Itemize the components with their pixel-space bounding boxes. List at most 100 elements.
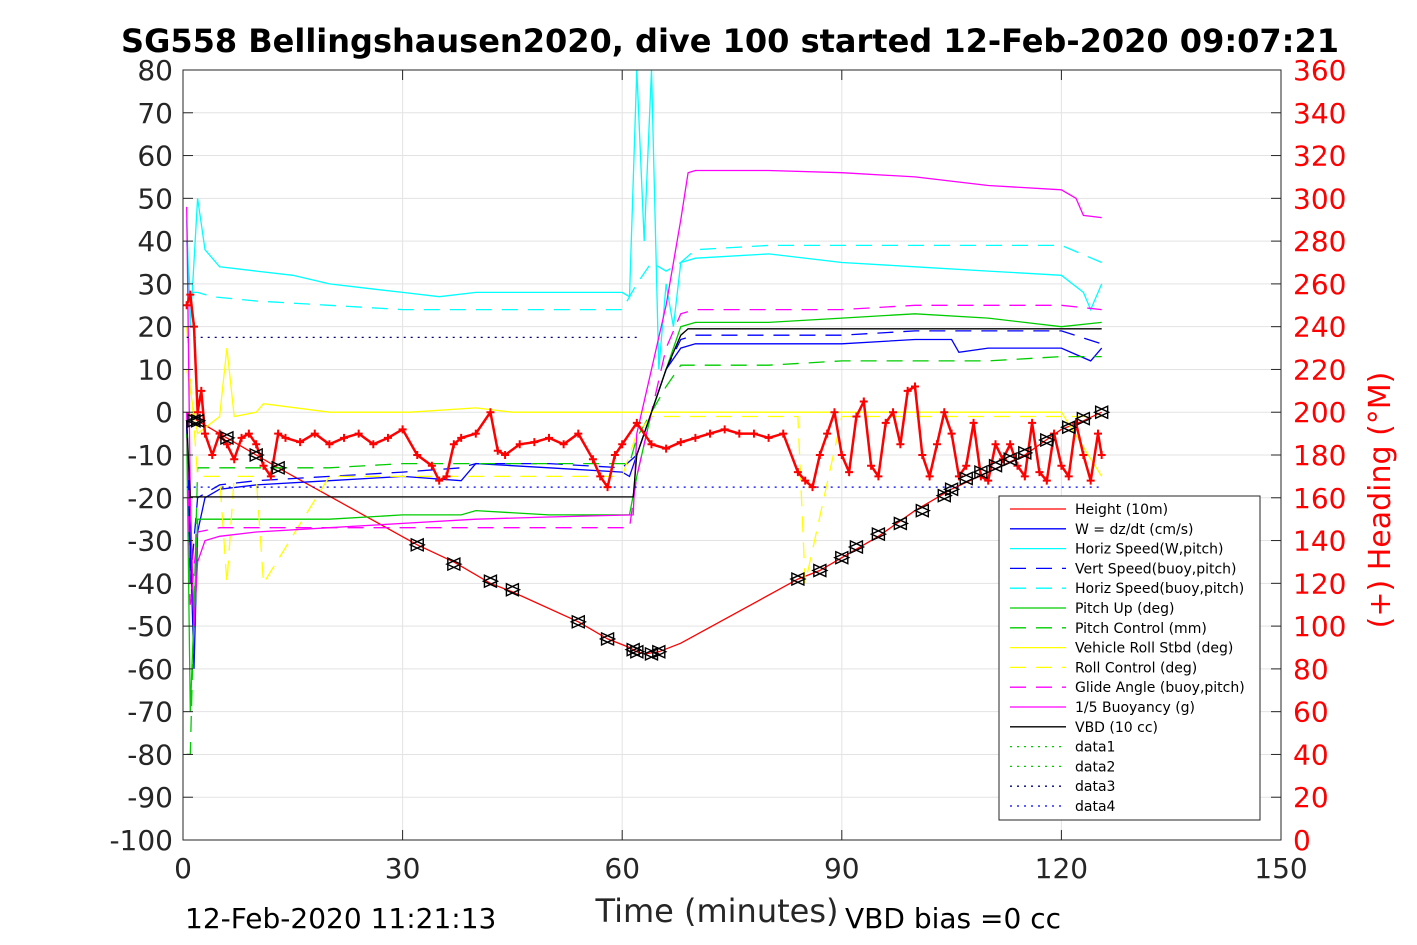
heading-point — [932, 440, 941, 449]
heading-point — [296, 438, 305, 447]
heading-point — [1057, 461, 1066, 470]
legend-label: Pitch Control (mm) — [1075, 621, 1207, 637]
heading-point — [618, 440, 627, 449]
marker-triangle-right — [249, 447, 265, 463]
y-tick-label: -80 — [127, 738, 173, 771]
heading-point — [596, 472, 605, 481]
series-line-5 — [186, 241, 1102, 311]
heading-point — [244, 429, 253, 438]
marker-triangle-right — [813, 563, 829, 578]
heading-point — [859, 397, 868, 406]
marker-triangle-right — [190, 413, 207, 428]
heading-point — [325, 440, 334, 449]
heading-point — [457, 433, 466, 442]
x-tick-label: 0 — [174, 852, 192, 885]
heading-point — [845, 468, 854, 477]
heading-point — [969, 418, 978, 427]
marker-triangle-right — [1003, 452, 1019, 467]
y-right-tick-label: 60 — [1293, 696, 1329, 729]
marker-triangle-right — [483, 574, 500, 589]
marker-triangle-right — [835, 550, 851, 565]
y-tick-label: -20 — [127, 482, 173, 515]
heading-point — [281, 433, 290, 442]
marker-triangle-right — [988, 458, 1005, 473]
marker-triangle-right — [1018, 445, 1034, 460]
heading-point — [493, 446, 502, 455]
legend: Height (10m) W = dz/dt (cm/s) Horiz Speed(… — [998, 495, 1261, 821]
heading-point — [815, 451, 824, 459]
heading-point — [837, 451, 846, 459]
heading-point — [230, 455, 239, 464]
heading-point — [779, 429, 788, 438]
heading-point — [896, 440, 905, 449]
marker-triangle-right — [871, 527, 888, 542]
y-tick-label: -100 — [109, 824, 173, 857]
heading-point — [1028, 418, 1037, 427]
y-tick-label: -50 — [127, 610, 173, 643]
y-right-tick-label: 200 — [1293, 396, 1346, 429]
y-right-tick-label: 260 — [1293, 268, 1346, 301]
heading-point — [830, 408, 839, 417]
heading-point — [676, 438, 685, 447]
series-line-11 — [186, 169, 1102, 627]
heading-point — [1064, 472, 1073, 481]
y-right-tick-label: 340 — [1293, 97, 1346, 130]
marker-triangle-right — [187, 413, 203, 428]
y-right-tick-label: 360 — [1293, 54, 1346, 87]
legend-label: data1 — [1075, 740, 1115, 756]
series-layer — [186, 70, 1103, 756]
legend-box — [998, 495, 1261, 821]
y-axis-right: 0 20 40 60 80 100 120 140 160 180 200 220 240 260 280 3… — [1271, 54, 1346, 857]
heading-point — [801, 476, 810, 485]
legend-label: data4 — [1075, 799, 1116, 815]
series-line-4 — [186, 330, 1102, 584]
heading-point — [208, 451, 217, 459]
y-tick-label: 50 — [137, 182, 173, 215]
heading-point — [588, 455, 597, 464]
heading-point — [449, 440, 458, 449]
heading-point — [340, 433, 349, 442]
heading-point — [559, 440, 568, 449]
heading-point — [486, 408, 495, 417]
heading-point — [962, 461, 971, 470]
heading-point — [823, 429, 832, 438]
y-tick-label: -90 — [127, 781, 173, 814]
y-tick-label: 20 — [137, 311, 173, 344]
heading-point — [427, 461, 436, 470]
y-tick-label: 60 — [137, 140, 173, 173]
series-line-8 — [186, 348, 1103, 477]
heading-layer — [183, 290, 1106, 492]
heading-point — [545, 433, 553, 442]
x-axis: 0 30 60 90 120 150 — [174, 70, 1308, 885]
marker-layer — [185, 405, 1111, 662]
marker-triangle-right — [644, 646, 661, 662]
marker-triangle-right — [937, 488, 953, 503]
heading-point — [889, 408, 898, 417]
heading-point — [215, 429, 224, 438]
x-tick-label: 150 — [1254, 852, 1307, 885]
y-tick-label: -40 — [127, 567, 173, 600]
heading-point — [706, 429, 715, 438]
legend-label: 1/5 Buoyancy (g) — [1075, 700, 1195, 716]
marker-triangle-right — [893, 516, 910, 531]
heading-point — [574, 429, 583, 438]
marker-triangle-right — [944, 482, 961, 497]
heading-point — [1020, 472, 1029, 481]
heading-point — [515, 440, 524, 449]
heading-point — [852, 412, 861, 421]
heading-point — [947, 429, 956, 438]
heading-point — [310, 429, 319, 438]
marker-triangle-right — [220, 430, 236, 445]
heading-point — [266, 472, 275, 481]
heading-point — [383, 433, 392, 442]
y-right-tick-label: 320 — [1293, 140, 1346, 173]
marker-triangle-right — [915, 503, 931, 518]
legend-label: Horiz Speed(buoy,pitch) — [1075, 581, 1244, 597]
marker-triangle-right — [271, 460, 287, 475]
heading-point — [501, 451, 510, 459]
marker-triangle-right — [1040, 432, 1056, 448]
heading-point — [442, 472, 451, 481]
x-tick-label: 60 — [604, 852, 640, 885]
y-tick-label: 30 — [137, 268, 173, 301]
y-axis-right-label: (+) Heading (°M) — [1363, 372, 1398, 629]
